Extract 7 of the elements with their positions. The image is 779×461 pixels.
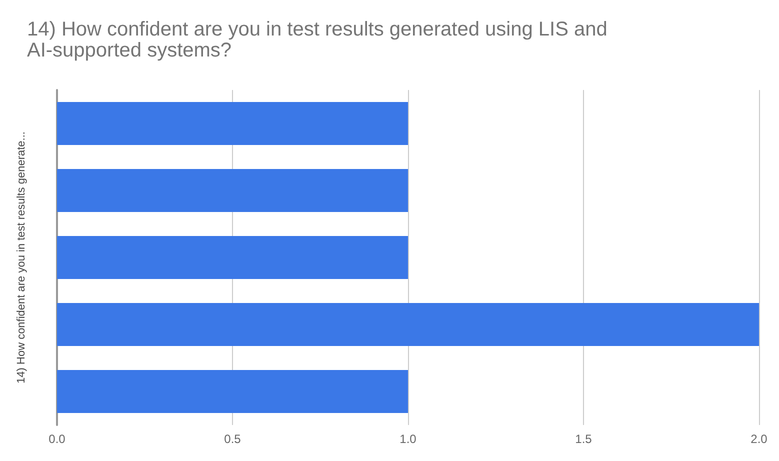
x-tick-label: 0.5 [224,432,242,446]
x-tick-label: 0.0 [48,432,66,446]
y-axis-title: 14) How confident are you in test results generate... [16,132,28,384]
x-tick-label: 1.5 [575,432,592,446]
x-tick-label: 2.0 [750,432,768,446]
x-tick-label: 1.0 [400,432,417,446]
chart-title: 14) How confident are you in test results generated using LIS and AI-supported systems? [27,18,613,62]
